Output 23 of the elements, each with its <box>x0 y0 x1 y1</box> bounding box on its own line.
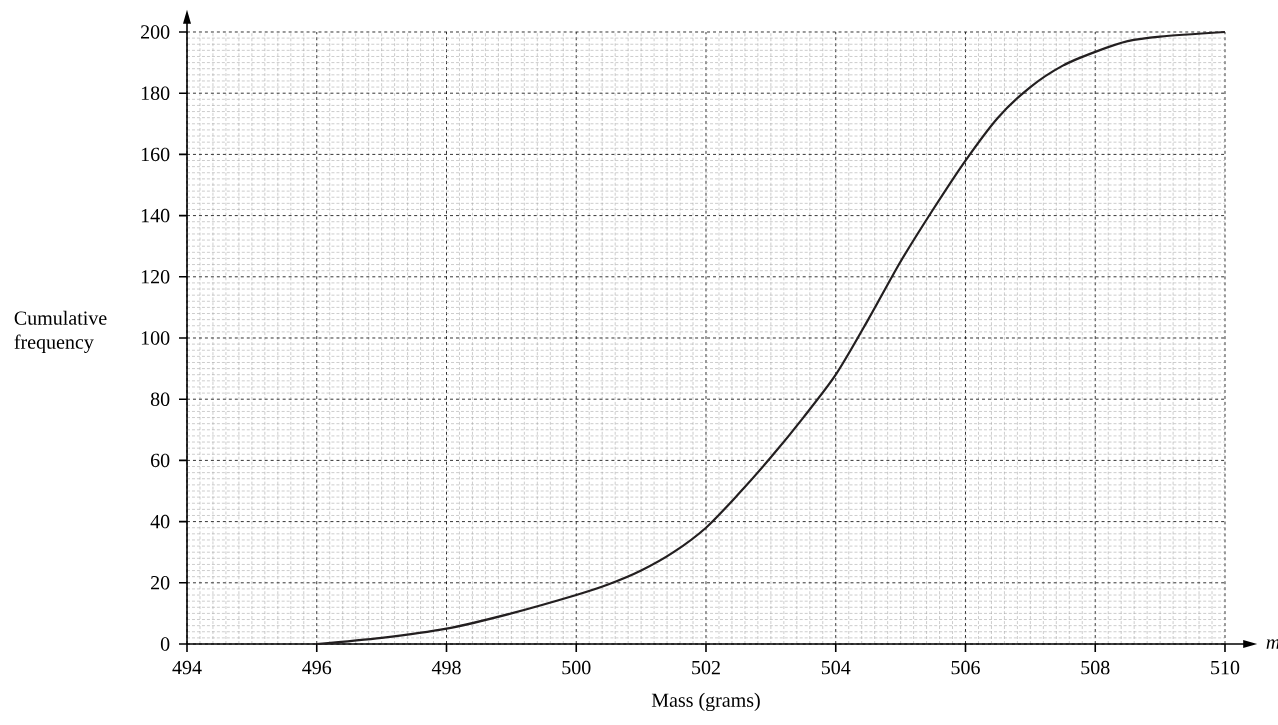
x-tick-label: 508 <box>1081 660 1110 675</box>
y-tick-label: 100 <box>141 331 170 345</box>
y-tick-label: 160 <box>141 147 170 162</box>
y-axis-title: Cumulative frequency <box>14 310 107 353</box>
y-tick-label: 180 <box>141 86 170 100</box>
x-tick-label: 494 <box>172 660 202 675</box>
y-tick-label: 80 <box>150 392 170 406</box>
y-tick-label: 60 <box>151 453 170 468</box>
x-tick-label: 498 <box>431 660 461 675</box>
x-tick-label: 506 <box>951 660 980 675</box>
line-series <box>315 30 1227 646</box>
x-axis-title: Mass (grams) <box>651 692 760 712</box>
y-tick-label: 40 <box>150 514 170 529</box>
y-tick-label: 20 <box>151 576 170 590</box>
y-tick-label: 0 <box>160 637 170 651</box>
y-tick-label: 140 <box>141 208 170 223</box>
x-tick-label: 496 <box>302 660 332 675</box>
x-tick-label: 510 <box>1211 660 1240 675</box>
x-tick-label: 500 <box>562 660 591 675</box>
x-tick-label: 504 <box>821 660 851 675</box>
y-tick-label: 200 <box>141 25 170 39</box>
x-tick-label: 502 <box>692 660 720 675</box>
y-tick-label: 120 <box>141 270 170 284</box>
